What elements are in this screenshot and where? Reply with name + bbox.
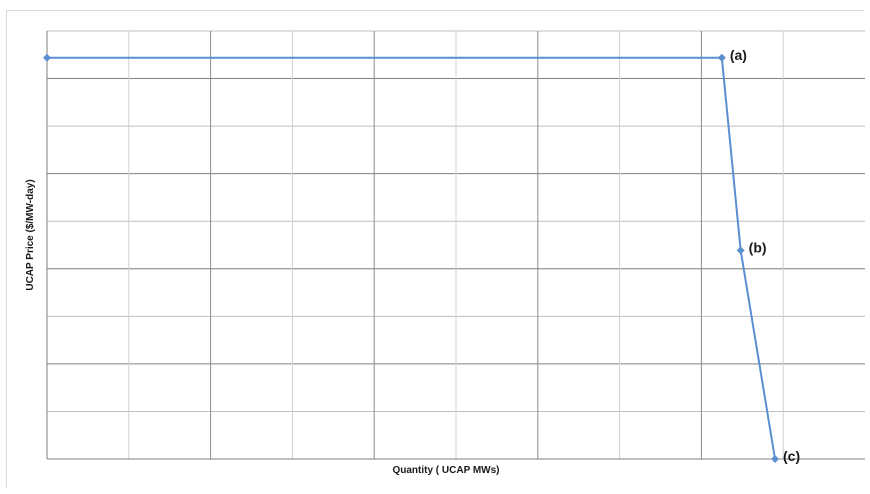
data-point-label: (a) bbox=[730, 47, 747, 63]
data-point-label: (c) bbox=[783, 448, 800, 464]
chart-axes bbox=[46, 31, 865, 460]
chart-point-labels: (a) (b) (c) bbox=[730, 47, 800, 464]
chart-grid bbox=[47, 30, 865, 459]
chart-frame: (a) (b) (c) Quantity ( UCAP MWs) UCAP Pric… bbox=[6, 10, 865, 488]
series-line bbox=[47, 56, 777, 460]
supply-curve-chart: (a) (b) (c) Quantity ( UCAP MWs) UCAP Pric… bbox=[25, 30, 865, 476]
data-point-marker bbox=[771, 455, 780, 463]
y-axis-title: UCAP Price ($/MW-day) bbox=[25, 179, 36, 290]
data-point-label: (b) bbox=[749, 239, 767, 255]
x-axis-title: Quantity ( UCAP MWs) bbox=[392, 465, 499, 476]
data-point-marker bbox=[736, 246, 745, 255]
data-point-marker bbox=[717, 53, 726, 62]
chart-series bbox=[43, 53, 780, 463]
data-point-marker bbox=[43, 53, 51, 62]
